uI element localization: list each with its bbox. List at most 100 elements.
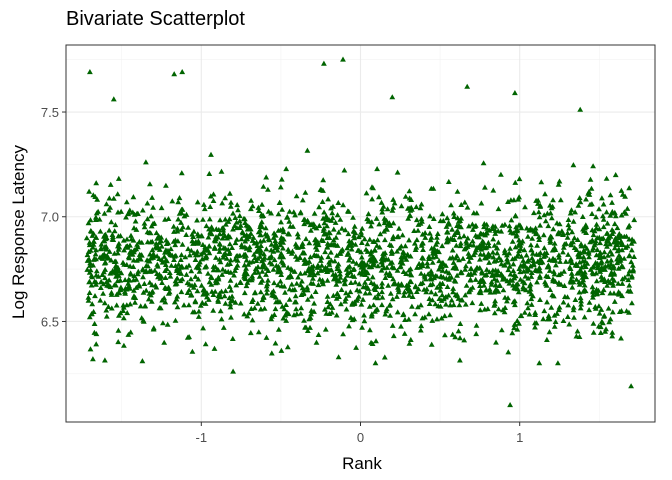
data-point — [614, 260, 621, 266]
data-point — [288, 274, 295, 280]
data-point — [599, 318, 605, 324]
data-point — [93, 341, 100, 347]
data-point — [272, 340, 279, 346]
data-point — [248, 230, 254, 236]
data-point — [348, 279, 354, 285]
data-point — [427, 275, 434, 281]
data-point — [232, 299, 239, 305]
data-point — [546, 329, 553, 335]
data-point — [146, 290, 153, 296]
data-point — [462, 266, 469, 272]
data-point — [528, 296, 535, 302]
data-point — [510, 230, 517, 236]
data-point — [440, 261, 446, 267]
data-point — [379, 294, 386, 300]
data-point — [143, 287, 150, 293]
data-point — [280, 245, 286, 251]
data-point — [520, 278, 526, 284]
data-point — [414, 237, 420, 243]
data-point — [457, 357, 463, 363]
data-point — [344, 251, 351, 257]
data-point — [448, 274, 455, 280]
data-point — [310, 275, 316, 281]
data-point — [340, 202, 346, 208]
data-point — [116, 312, 122, 318]
data-point — [210, 291, 217, 297]
data-point — [320, 215, 326, 221]
data-point — [422, 230, 428, 236]
data-point — [310, 280, 317, 286]
data-point — [376, 221, 383, 227]
data-point — [565, 302, 572, 308]
y-axis-tick-label: 7.0 — [41, 210, 59, 225]
data-point — [204, 294, 210, 300]
data-point — [348, 246, 355, 252]
data-point — [174, 225, 181, 231]
data-point — [149, 282, 155, 288]
data-point — [183, 211, 190, 217]
data-point — [495, 272, 501, 278]
data-point — [177, 278, 184, 284]
data-point — [498, 261, 505, 267]
data-point — [153, 230, 160, 236]
data-point — [103, 201, 110, 207]
data-point — [115, 246, 122, 252]
data-point — [537, 274, 543, 280]
data-point — [575, 202, 582, 208]
data-point — [324, 298, 331, 304]
data-point — [255, 204, 262, 210]
data-point — [321, 225, 327, 231]
data-point — [148, 298, 155, 304]
data-point — [604, 220, 611, 226]
data-point — [249, 317, 256, 323]
data-point — [181, 302, 187, 308]
data-point — [593, 278, 600, 284]
data-point — [99, 254, 106, 260]
data-point — [485, 239, 492, 245]
data-point — [389, 94, 396, 100]
data-point — [597, 240, 603, 246]
data-point — [308, 311, 314, 317]
data-point — [618, 241, 625, 247]
data-point — [196, 268, 203, 274]
data-point — [222, 195, 228, 201]
data-point — [163, 237, 170, 243]
data-point — [473, 322, 480, 328]
data-point — [490, 254, 497, 260]
data-point — [560, 249, 566, 255]
data-point — [359, 324, 365, 330]
data-point — [362, 279, 368, 285]
data-point — [600, 216, 607, 222]
data-point — [130, 277, 137, 283]
data-point — [99, 252, 106, 258]
data-point — [467, 276, 474, 282]
data-point — [216, 248, 223, 254]
data-point — [86, 188, 92, 194]
data-point — [458, 297, 464, 303]
data-point — [598, 236, 605, 242]
data-point — [595, 323, 602, 329]
data-point — [323, 213, 330, 219]
data-point — [505, 259, 512, 265]
data-point — [268, 316, 275, 322]
data-point — [542, 279, 548, 285]
data-point — [335, 354, 342, 360]
data-point — [552, 278, 559, 284]
data-point — [522, 273, 529, 279]
data-point — [543, 252, 549, 258]
data-point — [534, 242, 540, 248]
data-point — [495, 268, 501, 274]
data-point — [150, 204, 156, 210]
data-point — [475, 244, 482, 250]
data-point — [615, 280, 622, 286]
data-point — [532, 324, 538, 330]
data-point — [541, 212, 548, 218]
data-point — [570, 218, 577, 224]
data-point — [528, 269, 535, 275]
data-point — [364, 248, 371, 254]
data-point — [572, 296, 579, 302]
data-point — [87, 260, 94, 266]
data-point — [280, 229, 287, 235]
data-point — [470, 210, 477, 216]
data-point — [197, 302, 204, 308]
